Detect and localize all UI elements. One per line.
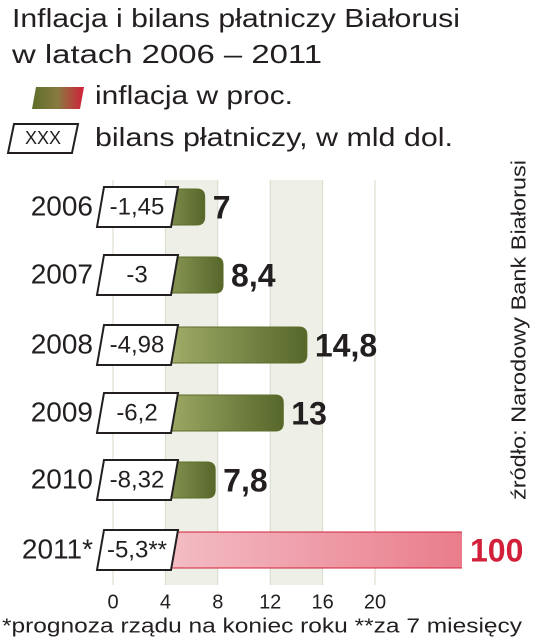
chart-title: Inflacja i bilans płatniczy Białorusi (12, 3, 460, 33)
value-label: 8,4 (231, 257, 276, 293)
grid-band (165, 180, 218, 585)
grid-band (270, 180, 323, 585)
balance-label: -4,98 (110, 331, 165, 358)
balance-label: -3 (126, 261, 147, 288)
value-label: 7 (213, 189, 231, 225)
balance-box (95, 529, 180, 571)
balance-label: -8,32 (110, 466, 165, 493)
legend-label: bilans płatniczy, w mld dol. (95, 122, 453, 152)
value-label: 14,8 (315, 327, 377, 363)
chart-subtitle: w latach 2006 – 2011 (11, 39, 322, 69)
balance-box (95, 324, 180, 366)
balance-box (95, 392, 180, 434)
balance-box (95, 459, 180, 501)
source: źródło: Narodowy Bank Białorusi (508, 160, 530, 500)
x-tick-label: 12 (259, 591, 281, 613)
x-tick-label: 0 (107, 591, 118, 613)
value-label: 13 (291, 395, 327, 431)
y-tick-label: 2010 (31, 463, 93, 494)
y-tick-label: 2007 (31, 258, 93, 289)
x-tick-label: 16 (311, 591, 333, 613)
balance-label: -6,2 (116, 399, 157, 426)
plot: 0 4 8 12 16 20 7 2006 -1,45 8,4 2007 -3 14,8 2008 -4,9… (22, 180, 523, 613)
footnote: *prognoza rządu na koniec roku **za 7 mi… (2, 615, 522, 637)
x-tick-label: 20 (364, 591, 386, 613)
legend-label: inflacja w proc. (95, 80, 293, 110)
x-tick-label: 8 (212, 591, 223, 613)
balance-label: -1,45 (110, 193, 165, 220)
balance-box (95, 254, 180, 296)
value-label: 7,8 (223, 462, 267, 498)
y-tick-label: 2011* (22, 533, 93, 564)
value-label: 100 (470, 532, 523, 568)
y-tick-label: 2008 (31, 328, 93, 359)
legend-swatch (32, 87, 84, 109)
balance-box (95, 186, 180, 228)
x-tick-label: 4 (160, 591, 171, 613)
bar (112, 531, 462, 569)
balance-label: -5,3** (107, 536, 167, 563)
legend-key: XXX (25, 128, 61, 148)
y-tick-label: 2009 (31, 396, 93, 427)
legend-box (6, 123, 80, 154)
y-tick-label: 2006 (31, 190, 93, 221)
